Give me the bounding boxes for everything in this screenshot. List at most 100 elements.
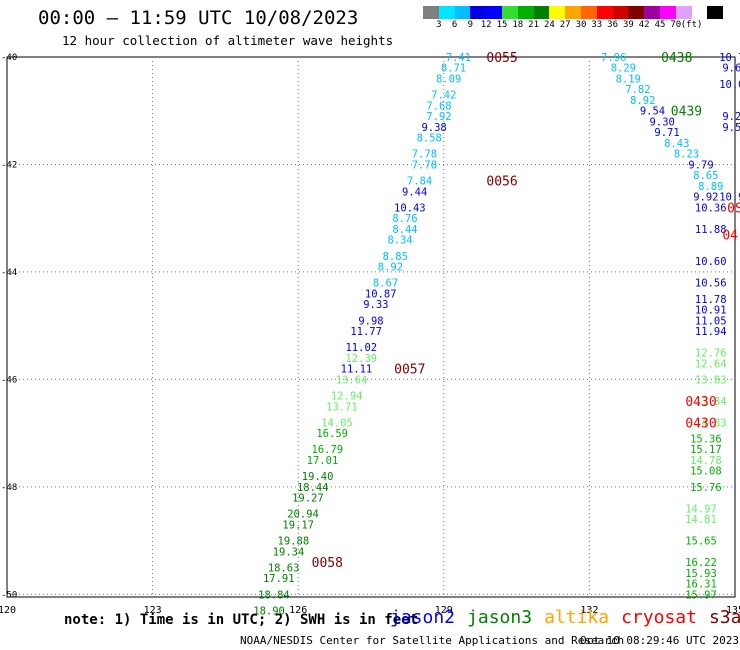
wave-height-value: 10.56 bbox=[695, 278, 727, 290]
wave-height-value: 9.54 bbox=[722, 122, 740, 134]
wave-height-value: 8.85 bbox=[383, 251, 408, 263]
wave-height-value: 16.31 bbox=[685, 579, 717, 591]
wave-height-value: 8.19 bbox=[616, 73, 641, 85]
wave-height-value: 14.97 bbox=[685, 503, 717, 515]
x-tick-label: 126 bbox=[289, 605, 307, 616]
colorbar-swatch bbox=[707, 6, 724, 19]
wave-height-value: 8.92 bbox=[630, 95, 655, 107]
colorbar-label: 30 bbox=[575, 20, 587, 30]
colorbar-label: 33 bbox=[591, 20, 603, 30]
wave-height-value: 12.76 bbox=[695, 348, 727, 360]
mission-legend-item: altika bbox=[544, 607, 610, 628]
pass-time-label: 0439 bbox=[671, 105, 702, 120]
colorbar-label: (ft) bbox=[680, 20, 703, 30]
wave-height-value: 9.92 bbox=[693, 192, 718, 204]
colorbar-swatch bbox=[612, 6, 629, 19]
wave-height-value: 8.09 bbox=[436, 73, 461, 85]
pass-time-label: 0430 bbox=[685, 395, 716, 410]
wave-height-value: 8.67 bbox=[373, 278, 398, 290]
pass-time-label: 0438 bbox=[661, 51, 692, 66]
colorbar-swatch bbox=[454, 6, 471, 19]
wave-height-value: 8.44 bbox=[392, 224, 417, 236]
wave-height-value: 18.90 bbox=[253, 605, 285, 617]
mission-legend-item: s3a bbox=[708, 607, 740, 628]
wave-height-value: 10.60 bbox=[695, 256, 727, 268]
wave-height-value: 18.63 bbox=[268, 562, 300, 574]
wave-height-value: 8.23 bbox=[674, 149, 699, 161]
colorbar-label: 70 bbox=[670, 20, 682, 30]
pass-time-label: 0057 bbox=[394, 363, 425, 378]
colorbar-swatch bbox=[644, 6, 660, 19]
x-tick-label: 120 bbox=[0, 605, 16, 616]
wave-height-value: 10.91 bbox=[695, 305, 727, 317]
colorbar-swatch bbox=[533, 6, 550, 19]
colorbar-swatch bbox=[470, 6, 487, 19]
wave-height-value: 7.41 bbox=[446, 52, 471, 64]
wave-height-value: 8.34 bbox=[387, 235, 412, 247]
colorbar-swatch bbox=[675, 6, 692, 19]
wave-height-value: 11.88 bbox=[695, 224, 727, 236]
colorbar-swatch bbox=[549, 6, 566, 19]
mission-legend-item: cryosat bbox=[621, 607, 697, 628]
x-tick-label: 129 bbox=[435, 605, 453, 616]
wave-height-value: 9.65 bbox=[722, 63, 740, 75]
wave-height-value: 10.74 bbox=[719, 52, 740, 64]
wave-height-value: 8.65 bbox=[693, 170, 718, 182]
wave-height-value: 14.83 bbox=[695, 417, 727, 429]
wave-height-value: 9.33 bbox=[363, 299, 388, 311]
x-tick-label: 135 bbox=[726, 605, 740, 616]
colorbar-label: 45 bbox=[654, 20, 666, 30]
wave-height-value: 8.89 bbox=[698, 181, 723, 193]
colorbar-label: 6 bbox=[451, 20, 458, 30]
mission-legend: jason2 jason3 altika cryosat s3a bbox=[390, 607, 740, 628]
pass-time-label: 0056 bbox=[486, 175, 517, 190]
wave-height-value: 19.17 bbox=[282, 519, 314, 531]
wave-height-value: 16.22 bbox=[685, 557, 717, 569]
wave-height-value: 18.84 bbox=[258, 589, 290, 601]
colorbar-swatch bbox=[580, 6, 597, 19]
wave-height-value: 13.83 bbox=[695, 374, 727, 386]
mission-legend-item: jason3 bbox=[467, 607, 533, 628]
wave-height-value: 12.94 bbox=[331, 391, 363, 403]
wave-height-value: 15.97 bbox=[685, 589, 717, 601]
wave-height-value: 19.40 bbox=[302, 471, 334, 483]
wave-height-value: 10.04 bbox=[719, 79, 740, 91]
colorbar-label: 27 bbox=[559, 20, 571, 30]
wave-height-value: 15.36 bbox=[690, 433, 722, 445]
wave-height-value: 9.26 bbox=[722, 111, 740, 123]
colorbar-swatch bbox=[517, 6, 534, 19]
colorbar-swatch bbox=[486, 6, 502, 19]
pass-time-label: 0058 bbox=[312, 556, 343, 571]
pass-time-label: 0S bbox=[727, 201, 740, 216]
wave-height-value: 7.68 bbox=[426, 100, 451, 112]
wave-height-value: 12.39 bbox=[345, 353, 377, 365]
wave-height-value: 10.94 bbox=[719, 192, 740, 204]
wave-height-value: 9.54 bbox=[640, 106, 665, 118]
pass-time-label: 0055 bbox=[486, 51, 517, 66]
x-tick-label: 132 bbox=[580, 605, 598, 616]
colorbar-label: 21 bbox=[528, 20, 540, 30]
wave-height-value: 13.71 bbox=[326, 401, 358, 413]
wave-height-value: 8.71 bbox=[441, 63, 466, 75]
y-tick-label: -50 bbox=[1, 590, 17, 600]
wave-height-value: 19.27 bbox=[292, 493, 324, 505]
wave-height-value: 7.78 bbox=[412, 159, 437, 171]
wave-height-value: 7.82 bbox=[625, 84, 650, 96]
wave-height-value: 15.08 bbox=[690, 466, 722, 478]
wave-height-value: 9.30 bbox=[650, 116, 675, 128]
wave-height-value: 10.87 bbox=[365, 288, 397, 300]
colorbar bbox=[423, 6, 724, 19]
wave-height-value: 9.79 bbox=[688, 159, 713, 171]
colorbar-label: 3 bbox=[436, 20, 442, 30]
wave-height-value: 19.34 bbox=[273, 546, 305, 558]
colorbar-label: 15 bbox=[496, 20, 508, 30]
wave-height-value: 12.64 bbox=[695, 358, 727, 370]
wave-height-value: 14.78 bbox=[690, 455, 722, 467]
colorbar-swatch bbox=[565, 6, 581, 19]
wave-height-value: 14.05 bbox=[321, 417, 353, 429]
wave-height-value: 8.29 bbox=[611, 63, 636, 75]
pass-time-label: 04 bbox=[722, 228, 738, 243]
wave-height-value: 7.92 bbox=[426, 111, 451, 123]
wave-height-value: 7.42 bbox=[431, 90, 456, 102]
